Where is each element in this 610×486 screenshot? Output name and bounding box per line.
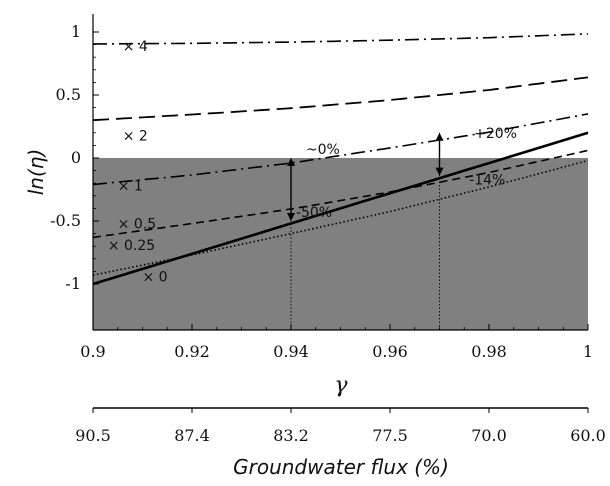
x-tick-label: 0.92 (174, 342, 210, 361)
y-ticks: 1 0.5 0 -0.5 -1 (50, 22, 99, 293)
secondary-x-axis-label: Groundwater flux (%) (233, 455, 449, 479)
arrow-head-top (287, 158, 295, 166)
y-tick-label: -0.5 (50, 211, 81, 230)
x-tick-label: 0.94 (273, 342, 309, 361)
arrow-head-bottom (287, 213, 295, 221)
series-label: × 0.5 (118, 217, 156, 233)
arrows (287, 132, 444, 221)
arrow-head-top (435, 132, 444, 141)
annotations: ~0% -50% +20% -14% (296, 126, 517, 221)
series-line (92, 131, 589, 286)
series-label: × 0 (143, 269, 168, 285)
percent-annotation: +20% (474, 126, 517, 142)
series-layer (92, 33, 589, 286)
series-labels: × 4 × 2 × 1 × 0.5 × 0.25 × 0 (108, 39, 168, 286)
secondary-x-tick-label: 60.0 (570, 426, 606, 445)
y-tick-label: 0 (71, 148, 81, 167)
series-label: × 1 (118, 179, 143, 195)
y-axis-label: ln(η) (24, 149, 48, 196)
y-tick-label: 1 (71, 22, 81, 41)
y-tick-label: -1 (65, 274, 81, 293)
secondary-x-tick-label: 83.2 (273, 426, 309, 445)
percent-annotation: -50% (296, 205, 332, 221)
secondary-x-tick-label: 70.0 (471, 426, 507, 445)
series-line (92, 76, 589, 122)
secondary-x-axis: 90.5 87.4 83.2 77.5 70.0 60.0 (75, 407, 606, 445)
drop-lines (290, 132, 440, 330)
percent-annotation: ~0% (306, 142, 340, 158)
x-tick-label: 1 (583, 342, 593, 361)
series-line (92, 33, 589, 45)
percent-annotation: -14% (469, 172, 505, 188)
secondary-x-tick-label: 90.5 (75, 426, 111, 445)
x-tick-label: 0.9 (80, 342, 105, 361)
series-line (92, 113, 589, 186)
shaded-region (93, 158, 588, 330)
series-label: × 4 (123, 39, 148, 55)
arrow-head-bottom (435, 167, 444, 176)
x-ticks: 0.9 0.92 0.94 0.96 0.98 1 (80, 324, 593, 361)
series-label: × 0.25 (108, 238, 155, 254)
series-line (92, 149, 589, 239)
secondary-x-tick-label: 77.5 (372, 426, 408, 445)
x-axis-label: γ (334, 373, 348, 398)
x-tick-label: 0.98 (471, 342, 507, 361)
x-tick-label: 0.96 (372, 342, 408, 361)
y-tick-label: 0.5 (56, 85, 81, 104)
secondary-x-tick-label: 87.4 (174, 426, 210, 445)
series-label: × 2 (123, 128, 148, 144)
